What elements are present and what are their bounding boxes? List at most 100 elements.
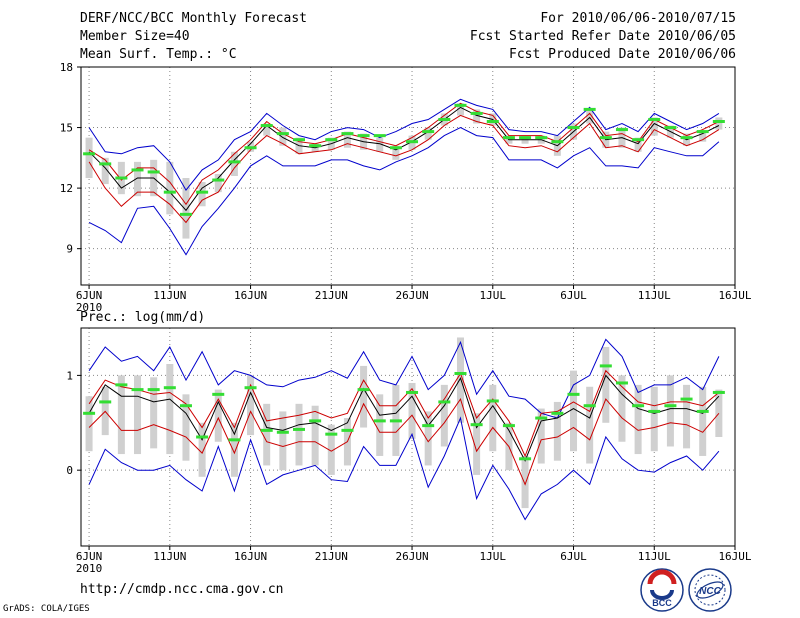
x-tick-label: 26JUN: [395, 550, 428, 563]
spread-box: [134, 161, 142, 197]
x-tick-label: 1JUL: [480, 550, 507, 563]
x-tick-label: 11JUL: [638, 550, 671, 563]
observed-marker: [664, 404, 677, 408]
observed-marker: [389, 146, 402, 150]
observed-marker: [131, 168, 144, 172]
y-tick-label: 12: [60, 182, 73, 195]
observed-marker: [99, 162, 112, 166]
observed-marker: [535, 136, 548, 140]
spread-box: [586, 386, 594, 464]
observed-marker: [325, 138, 338, 142]
x-tick-label: 1JUL: [480, 289, 507, 302]
series-mean-line: [88, 106, 720, 212]
series-min-line: [88, 127, 720, 256]
observed-marker: [325, 432, 338, 436]
series-max-line: [88, 98, 720, 191]
observed-marker: [163, 190, 176, 194]
observed-marker: [373, 134, 386, 138]
spread-box: [247, 375, 255, 436]
observed-marker: [470, 423, 483, 427]
spread-box: [263, 403, 271, 466]
observed-marker: [454, 103, 467, 107]
started-refer-date: Fcst Started Refer Date 2010/06/05: [469, 29, 736, 44]
member-size: Member Size=40: [80, 29, 190, 44]
spread-box: [376, 137, 384, 152]
spread-box: [489, 384, 497, 452]
x-tick-label: 16JUN: [234, 550, 267, 563]
observed-marker: [454, 371, 467, 375]
observed-marker: [147, 388, 160, 392]
produced-date: Fcst Produced Date 2010/06/06: [509, 47, 736, 62]
spread-box: [182, 178, 190, 239]
observed-marker: [389, 419, 402, 423]
spread-box: [166, 364, 174, 455]
grads-credit: GrADS: COLA/IGES: [3, 604, 90, 614]
spread-box: [327, 424, 335, 475]
observed-marker: [583, 404, 596, 408]
spread-box: [150, 377, 158, 449]
observed-marker: [470, 111, 483, 115]
observed-marker: [535, 416, 548, 420]
spread-box: [618, 375, 626, 442]
spread-box: [666, 375, 674, 447]
observed-marker: [260, 428, 273, 432]
observed-marker: [615, 381, 628, 385]
spread-box: [634, 384, 642, 455]
observed-marker: [680, 397, 693, 401]
series-upper-line: [88, 102, 720, 206]
series-lower-line: [88, 397, 720, 486]
forecast-period: For 2010/06/06-2010/07/15: [540, 11, 736, 26]
spread-box: [683, 384, 691, 449]
series-upper-line: [88, 369, 720, 458]
x-tick-label: 11JUN: [153, 550, 186, 563]
observed-marker: [115, 176, 128, 180]
spread-box: [214, 173, 222, 193]
spread-box: [473, 413, 481, 475]
x-tick-label: 16JUN: [234, 289, 267, 302]
observed-marker: [212, 392, 225, 396]
observed-marker: [567, 392, 580, 396]
observed-marker: [567, 126, 580, 130]
observed-marker: [179, 404, 192, 408]
spread-box: [456, 103, 464, 116]
observed-marker: [486, 120, 499, 123]
observed-marker: [615, 128, 628, 132]
spread-box: [553, 401, 561, 461]
spread-box: [699, 386, 707, 456]
x-tick-label: 16JUL: [718, 550, 751, 563]
observed-marker: [212, 178, 225, 182]
y-tick-label: 18: [60, 61, 73, 74]
x-tick-label: 11JUL: [638, 289, 671, 302]
series-max-line: [88, 338, 720, 419]
spread-box: [134, 375, 142, 455]
spread-box: [182, 394, 190, 461]
series-mean-line: [88, 374, 720, 462]
observed-marker: [196, 190, 209, 194]
x-tick-label: 16JUL: [718, 289, 751, 302]
spread-box: [715, 117, 723, 130]
spread-box: [392, 145, 400, 160]
observed-marker: [276, 132, 289, 136]
observed-marker: [502, 136, 515, 140]
observed-marker: [648, 409, 661, 413]
chart-title: DERF/NCC/BCC Monthly Forecast: [80, 11, 307, 26]
spread-box: [376, 394, 384, 456]
observed-marker: [228, 160, 241, 164]
spread-box: [198, 422, 206, 477]
observed-marker: [179, 212, 192, 216]
y-tick-label: 1: [66, 369, 73, 382]
precip-label: Prec.: log(mm/d): [80, 310, 206, 325]
series-min-line: [88, 416, 720, 521]
observed-marker: [599, 364, 612, 368]
series-lower-line: [88, 114, 720, 224]
spread-box: [214, 389, 222, 442]
observed-marker: [712, 120, 725, 123]
spread-box: [424, 127, 432, 140]
observed-marker: [696, 130, 709, 134]
x-tick-year: 2010: [76, 562, 103, 575]
observed-marker: [309, 144, 322, 148]
observed-marker: [357, 388, 370, 392]
observed-marker: [115, 383, 128, 387]
plot-frame: [80, 327, 736, 547]
observed-marker: [196, 435, 209, 439]
